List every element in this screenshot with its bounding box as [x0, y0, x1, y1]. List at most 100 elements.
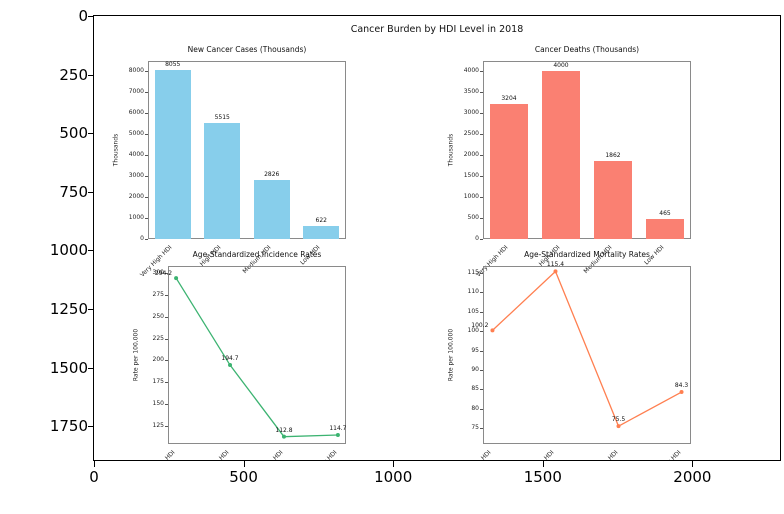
cancer-deaths-ytick-label: 0 [475, 235, 479, 242]
incidence-rates-plot-area [168, 266, 346, 444]
new-cancer-cases-ytick-label: 2000 [128, 192, 144, 200]
outer-ytick-label: 250 [59, 65, 88, 84]
mortality-rates-ytick-mark [480, 272, 483, 274]
incidence-rates-ytick-mark [165, 360, 168, 362]
outer-ytick-mark [88, 367, 94, 369]
incidence-rates-ytick-label: 200 [152, 356, 164, 364]
mortality-rates-ytick-label: 105 [467, 307, 479, 315]
cancer-deaths-bar-value-label: 1862 [605, 151, 621, 159]
new-cancer-cases-ytick-mark [145, 154, 148, 156]
mortality-rates-xtick-label: Medium HDI [572, 449, 619, 460]
mortality-rates-line-plot [490, 269, 684, 429]
new-cancer-cases-ytick-label: 5000 [128, 129, 144, 137]
mortality-rates-line [492, 270, 682, 428]
mortality-rates-title: Age-Standardized Mortality Rates [524, 250, 650, 259]
cancer-deaths-ytick-label: 2000 [463, 151, 479, 159]
cancer-deaths-ytick-label: 2500 [463, 130, 479, 138]
incidence-rates-ytick-mark [165, 382, 168, 384]
new-cancer-cases-ytick-mark [145, 217, 148, 219]
cancer-deaths-ytick-label: 1500 [463, 172, 479, 180]
incidence-rates-point-value-label: 114.7 [329, 424, 347, 432]
mortality-rates-ytick-mark [480, 331, 483, 333]
new-cancer-cases-bar [253, 179, 290, 239]
incidence-rates-marker [335, 432, 340, 437]
mortality-rates-point-value-label: 100.2 [471, 322, 489, 330]
new-cancer-cases-ytick-mark [145, 196, 148, 198]
new-cancer-cases-bar-value-label: 8055 [165, 60, 181, 68]
incidence-rates-point-value-label: 194.7 [221, 355, 239, 363]
mortality-rates-ytick-label: 110 [467, 288, 479, 296]
outer-xtick-label: 500 [229, 468, 258, 486]
new-cancer-cases-ytick-label: 3000 [128, 171, 144, 179]
outer-ytick-label: 1000 [49, 241, 88, 260]
mortality-rates-ytick-mark [480, 311, 483, 313]
outer-xtick-mark [542, 461, 544, 467]
incidence-rates-ytick-label: 225 [152, 334, 164, 342]
incidence-rates-xtick-label: Low HDI [291, 449, 338, 460]
mortality-rates-point-value-label: 115.4 [546, 261, 565, 269]
cancer-deaths-ytick-mark [480, 71, 483, 73]
mortality-rates-ytick-label: 95 [471, 346, 479, 354]
cancer-deaths-ytick-mark [480, 92, 483, 94]
new-cancer-cases-plot-area [148, 61, 346, 239]
incidence-rates-ytick-label: 300 [152, 268, 164, 276]
new-cancer-cases-ytick-label: 6000 [128, 108, 144, 116]
mortality-rates-ytick-mark [480, 369, 483, 371]
new-cancer-cases-ytick-mark [145, 175, 148, 177]
cancer-deaths-bar-value-label: 465 [659, 210, 671, 218]
mortality-rates-ytick-label: 85 [471, 385, 479, 393]
outer-ytick-label: 1250 [49, 300, 88, 318]
mortality-rates-ytick-label: 115 [467, 268, 479, 276]
inner-figure: Cancer Burden by HDI Level in 2018 New C… [94, 16, 780, 460]
outer-ytick-label: 500 [59, 124, 88, 143]
new-cancer-cases-ytick-label: 0 [140, 235, 144, 242]
incidence-rates-point-value-label: 112.8 [275, 426, 293, 434]
incidence-rates-ytick-label: 125 [152, 421, 164, 429]
outer-xtick-label: 0 [89, 468, 99, 486]
outer-xtick-mark [393, 461, 395, 467]
new-cancer-cases-ytick-label: 4000 [128, 150, 144, 158]
mortality-rates-ytick-mark [480, 292, 483, 294]
incidence-rates-ytick-mark [165, 404, 168, 406]
outer-ytick-mark [88, 426, 94, 428]
cancer-deaths-ytick-mark [480, 113, 483, 115]
figure-title: Cancer Burden by HDI Level in 2018 [350, 24, 524, 35]
incidence-rates-xtick-label: Very High HDI [129, 449, 177, 460]
new-cancer-cases-bar [303, 225, 340, 239]
incidence-rates-title: Age-Standardized Incidence Rates [192, 250, 322, 259]
new-cancer-cases-bar-value-label: 2826 [264, 170, 280, 178]
cancer-deaths-ytick-mark [480, 197, 483, 199]
cancer-deaths-ytick-label: 3000 [463, 109, 479, 117]
mortality-rates-marker [553, 269, 558, 274]
cancer-deaths-ytick-mark [480, 134, 483, 136]
incidence-rates-ytick-label: 175 [152, 378, 164, 386]
subplots-container: New Cancer Cases (Thousands) Thousands 0 10… [94, 16, 780, 460]
outer-ytick-mark [88, 191, 94, 193]
incidence-rates-xtick-label: High HDI [183, 449, 231, 460]
new-cancer-cases-ytick-label: 1000 [128, 213, 144, 221]
new-cancer-cases-ytick-mark [145, 133, 148, 135]
outer-ytick-label: 1750 [49, 417, 88, 436]
mortality-rates-ytick-mark [480, 389, 483, 391]
new-cancer-cases-ytick-mark [145, 70, 148, 72]
outer-axes: Cancer Burden by HDI Level in 2018 New C… [50, 7, 781, 486]
incidence-rates-marker [174, 276, 179, 281]
cancer-deaths-ytick-mark [480, 155, 483, 157]
mortality-rates-point-value-label: 75.5 [611, 416, 626, 424]
mortality-rates-marker [616, 424, 621, 429]
mortality-rates-point-value-label: 84.3 [674, 382, 689, 390]
outer-xtick-label: 2000 [673, 468, 712, 486]
cancer-deaths-ytick-label: 3500 [463, 88, 479, 96]
outer-ytick-label: 750 [59, 182, 88, 201]
cancer-deaths-bar [594, 160, 632, 239]
mortality-rates-xtick-label: Low HDI [635, 449, 682, 460]
incidence-rates-line [175, 277, 338, 438]
outer-ytick-mark [88, 250, 94, 252]
mortality-rates-ytick-label: 75 [471, 424, 479, 432]
incidence-rates-ytick-label: 250 [152, 312, 164, 320]
mortality-rates-ytick-mark [480, 428, 483, 430]
outer-ytick-mark [88, 309, 94, 310]
outer-ytick-mark [88, 133, 94, 135]
mortality-rates-marker [679, 390, 684, 395]
outer-ytick-mark [88, 16, 94, 17]
